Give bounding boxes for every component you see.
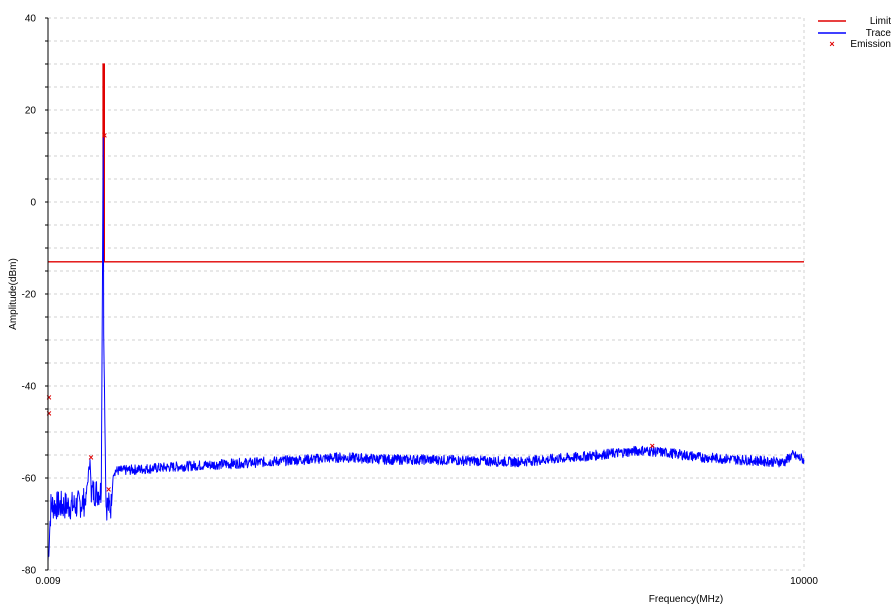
emission-marker: × (46, 393, 51, 403)
axes: 40 20 0 -20 -40 -60 -800.009 10000 (22, 14, 819, 588)
x-tick-label: 0.009 (35, 576, 60, 587)
legend-emission-label: Emission (850, 39, 891, 50)
x-axis-title: Frequency(MHz) (649, 594, 723, 605)
y-axis-title: Amplitude(dBm) (8, 258, 19, 330)
x-tick-label: 10000 (790, 576, 818, 587)
legend-limit-label: Limit (870, 16, 891, 27)
y-tick-label: 40 (25, 14, 37, 25)
y-tick-label: -40 (22, 382, 37, 393)
legend-trace-label: Trace (866, 28, 892, 39)
plot-area: × × × × × × (46, 63, 805, 562)
grid (48, 17, 805, 571)
emission-marker: × (106, 485, 111, 495)
emission-marker: × (102, 130, 107, 140)
y-tick-label: -60 (22, 474, 37, 485)
emission-marker: × (88, 452, 93, 462)
y-tick-label: -20 (22, 290, 37, 301)
y-tick-label: 20 (25, 106, 37, 117)
emission-marker: × (650, 441, 655, 451)
legend-emission-symbol: × (829, 39, 834, 49)
y-tick-label: -80 (22, 566, 37, 577)
emission-marker: × (46, 409, 51, 419)
series-limit-line (48, 63, 804, 263)
series-trace-line (47, 137, 805, 562)
y-tick-label: 0 (30, 198, 36, 209)
